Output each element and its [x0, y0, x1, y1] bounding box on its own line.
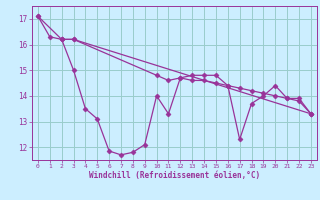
- X-axis label: Windchill (Refroidissement éolien,°C): Windchill (Refroidissement éolien,°C): [89, 171, 260, 180]
